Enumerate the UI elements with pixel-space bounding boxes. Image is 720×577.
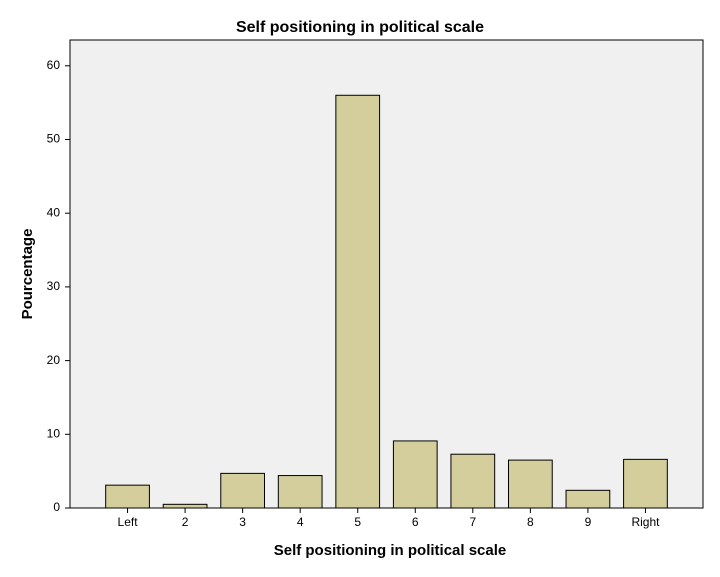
- y-tick-label: 0: [53, 500, 60, 514]
- x-tick-label: 7: [469, 515, 476, 529]
- bar: [220, 472, 266, 509]
- x-tick-label: Left: [118, 515, 139, 529]
- bar: [565, 489, 611, 509]
- y-tick-label: 40: [47, 205, 61, 219]
- x-tick-label: 2: [182, 515, 189, 529]
- x-tick-label: 6: [412, 515, 419, 529]
- bar: [623, 458, 668, 509]
- y-tick-label: 20: [47, 353, 61, 367]
- bar: [335, 94, 381, 509]
- y-tick-label: 60: [47, 58, 61, 72]
- plot-area: [69, 39, 704, 509]
- y-tick-label: 30: [47, 279, 61, 293]
- bar: [507, 459, 553, 509]
- chart-title: Self positioning in political scale: [236, 19, 484, 36]
- x-axis-title: Self positioning in political scale: [274, 542, 507, 559]
- x-tick-label: Right: [631, 515, 660, 529]
- y-tick-label: 50: [47, 132, 61, 146]
- bar: [392, 440, 438, 509]
- bar: [277, 475, 323, 509]
- x-tick-label: 5: [354, 515, 361, 529]
- x-tick-label: 8: [527, 515, 534, 529]
- bar: [162, 503, 208, 509]
- bar: [450, 453, 496, 509]
- y-axis-title: Pourcentage: [19, 229, 36, 320]
- x-tick-label: 9: [585, 515, 592, 529]
- bar: [105, 484, 150, 509]
- y-tick-label: 10: [47, 426, 61, 440]
- x-tick-label: 3: [239, 515, 246, 529]
- x-tick-label: 4: [297, 515, 304, 529]
